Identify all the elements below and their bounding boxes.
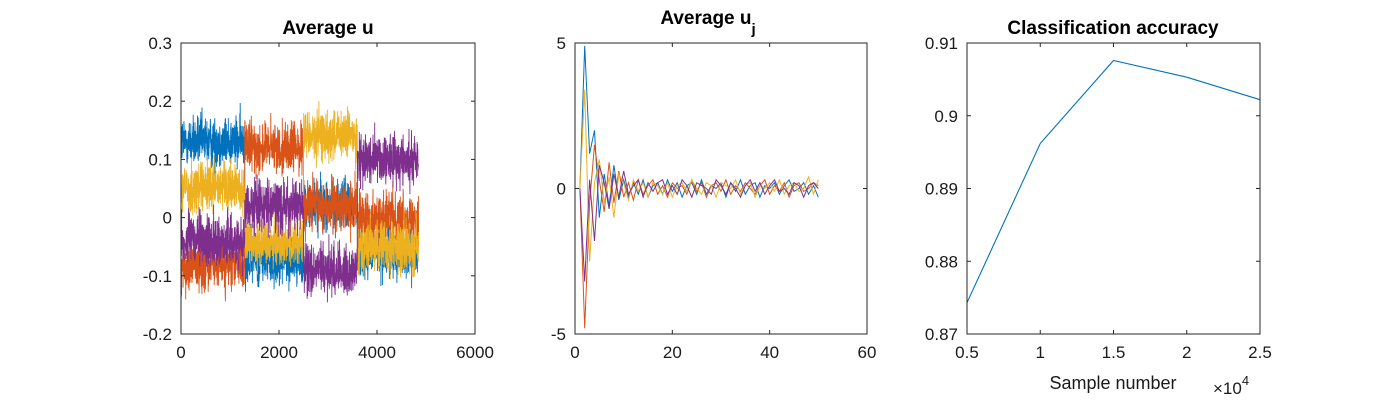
- series-line: [180, 101, 420, 282]
- x-tick-label: 0: [176, 343, 185, 362]
- x-tick-label: 4000: [358, 343, 396, 362]
- y-tick-label: 0.3: [148, 34, 172, 53]
- y-tick-label: 0.91: [925, 34, 958, 53]
- x-tick-label: 0.5: [955, 343, 979, 362]
- x-tick-label: 40: [760, 343, 779, 362]
- y-tick-label: 0: [163, 209, 172, 228]
- tick-group: 0 2000 4000 6000 -0.2 -0.1 0 0.1 0.2 0.3: [143, 34, 494, 362]
- chart-title: Classification accuracy: [1007, 18, 1219, 39]
- chart-title-subscript: j: [751, 21, 756, 38]
- y-tick-label: -0.1: [143, 267, 172, 286]
- y-tick-label: 0.2: [148, 92, 172, 111]
- x-axis-multiplier-base: ×10: [1213, 379, 1242, 398]
- series-line: [579, 144, 819, 329]
- accuracy-line: [966, 59, 1261, 303]
- x-tick-label: 1.5: [1102, 343, 1126, 362]
- series-line: [180, 112, 420, 302]
- x-tick-label: 6000: [456, 343, 494, 362]
- panel-average-u: Average u 0 2000 4000 6000 -0.2 -0.1 0 0.1 0.2 0.…: [143, 18, 494, 362]
- x-axis-label: Sample number: [1049, 373, 1176, 393]
- y-tick-label: 0.1: [148, 150, 172, 169]
- chart-title-main: Average u: [660, 8, 751, 29]
- tick-group: 0.5 1 1.5 2 2.5 0.87 0.88 0.89 0.9 0.91: [925, 34, 1272, 362]
- series-line: [579, 165, 819, 282]
- y-tick-label: 0.9: [934, 107, 958, 126]
- axes-frame: [574, 42, 868, 335]
- y-tick-label: -5: [551, 325, 566, 344]
- x-axis-multiplier: ×104: [1213, 373, 1249, 398]
- chart-title: Average uj: [660, 8, 755, 38]
- y-tick-label: 5: [557, 34, 566, 53]
- panel-average-uj: Average uj 0 20 40 60-505: [551, 8, 877, 362]
- series-line: [180, 122, 419, 303]
- axes-frame: [180, 42, 476, 335]
- x-tick-label: 60: [858, 343, 877, 362]
- x-axis-multiplier-exponent: 4: [1242, 373, 1249, 388]
- plot-area: [966, 59, 1261, 303]
- x-tick-label: 2000: [260, 343, 298, 362]
- y-tick-label: 0: [557, 180, 566, 199]
- panel-classification-accuracy: Classification accuracy 0.5 1 1.5 2 2.50.870…: [925, 18, 1272, 398]
- x-tick-label: 0: [570, 343, 579, 362]
- y-tick-label: 0.88: [925, 252, 958, 271]
- y-tick-label: -0.2: [143, 325, 172, 344]
- x-tick-label: 2.5: [1248, 343, 1272, 362]
- tick-group: 0 20 40 60-505: [551, 34, 877, 362]
- x-tick-label: 2: [1182, 343, 1191, 362]
- plot-area: [180, 101, 420, 303]
- x-tick-label: 1: [1036, 343, 1045, 362]
- y-tick-label: 0.87: [925, 325, 958, 344]
- y-tick-label: 0.89: [925, 180, 958, 199]
- x-tick-label: 20: [663, 343, 682, 362]
- chart-title: Average u: [282, 18, 373, 39]
- plot-area: [579, 45, 819, 329]
- series-line: [579, 89, 819, 262]
